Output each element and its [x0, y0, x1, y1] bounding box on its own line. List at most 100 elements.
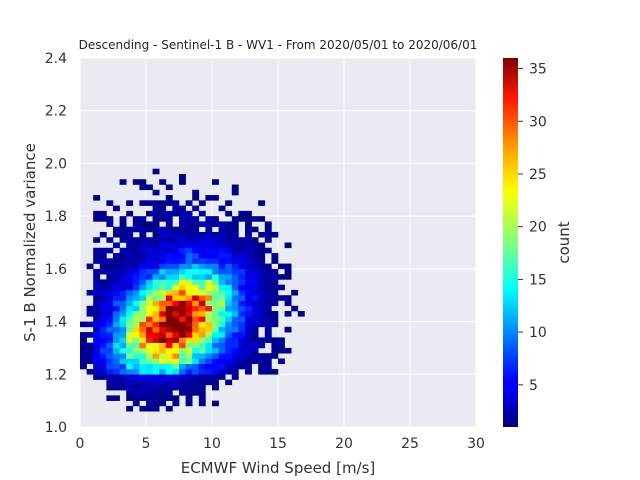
- heatmap-cell: [152, 347, 160, 354]
- heatmap-cell: [258, 247, 266, 254]
- heatmap-cell: [231, 226, 239, 233]
- heatmap-cell: [139, 358, 147, 365]
- heatmap-cell: [152, 242, 160, 249]
- heatmap-cell: [132, 400, 140, 407]
- heatmap-cell: [93, 363, 101, 370]
- heatmap-cell: [185, 321, 193, 328]
- heatmap-cell: [172, 274, 180, 280]
- heatmap-cell: [146, 321, 153, 328]
- heatmap-cell: [205, 221, 213, 227]
- heatmap-cell: [264, 231, 272, 238]
- heatmap-cell: [165, 247, 173, 254]
- heatmap-cell: [231, 221, 239, 227]
- heatmap-cell: [113, 305, 120, 312]
- heatmap-cell: [245, 221, 252, 227]
- heatmap-cell: [231, 295, 239, 301]
- heatmap-cell: [251, 289, 259, 296]
- heatmap-cell: [132, 384, 140, 391]
- heatmap-cell: [93, 284, 101, 291]
- heatmap-cell: [172, 363, 180, 370]
- heatmap-cell: [152, 321, 160, 328]
- heatmap-cell: [172, 295, 180, 301]
- heatmap-cell: [258, 305, 266, 312]
- x-tick-label: 30: [467, 436, 485, 452]
- heatmap-cell: [284, 268, 292, 275]
- heatmap-cell: [238, 347, 246, 354]
- heatmap-cell: [146, 311, 153, 317]
- heatmap-cell: [179, 231, 186, 238]
- heatmap-cell: [132, 332, 140, 338]
- heatmap-cell: [278, 263, 285, 270]
- heatmap-cell: [212, 342, 219, 349]
- heatmap-cell: [165, 337, 173, 343]
- heatmap-cell: [172, 347, 180, 354]
- heatmap-cell: [192, 337, 200, 343]
- heatmap-cell: [126, 237, 134, 243]
- heatmap-cell: [264, 363, 272, 370]
- heatmap-cell: [198, 258, 206, 264]
- heatmap-cell: [106, 300, 114, 307]
- heatmap-cell: [172, 379, 180, 386]
- heatmap-cell: [126, 342, 134, 349]
- heatmap-cell: [146, 316, 153, 322]
- heatmap-cell: [245, 226, 252, 233]
- heatmap-cell: [238, 258, 246, 264]
- heatmap-cell: [139, 374, 147, 380]
- heatmap-cell: [212, 326, 219, 333]
- heatmap-cell: [231, 358, 239, 365]
- heatmap-cell: [218, 295, 226, 301]
- heatmap-cell: [231, 369, 239, 375]
- heatmap-cell: [113, 258, 120, 264]
- heatmap-cell: [192, 189, 200, 196]
- heatmap-cell: [139, 179, 147, 185]
- heatmap-cell: [172, 311, 180, 317]
- heatmap-cell: [132, 258, 140, 264]
- heatmap-cell: [132, 300, 140, 307]
- heatmap-cell: [159, 253, 167, 259]
- heatmap-cell: [106, 237, 114, 243]
- heatmap-cell: [264, 295, 272, 301]
- heatmap-cell: [185, 337, 193, 343]
- heatmap-cell: [198, 221, 206, 227]
- heatmap-cell: [159, 268, 167, 275]
- heatmap-cell: [185, 237, 193, 243]
- heatmap-cell: [119, 179, 127, 185]
- heatmap-cell: [152, 226, 160, 233]
- heatmap-cell: [93, 274, 101, 280]
- y-tick-label: 1.8: [45, 209, 67, 225]
- heatmap-cell: [172, 337, 180, 343]
- heatmap-cell: [80, 321, 87, 328]
- heatmap-cell: [106, 274, 114, 280]
- heatmap-cell: [198, 289, 206, 296]
- heatmap-cell: [238, 247, 246, 254]
- heatmap-cell: [251, 242, 259, 249]
- heatmap-cell: [264, 289, 272, 296]
- heatmap-cell: [159, 289, 167, 296]
- heatmap-cell: [179, 216, 186, 222]
- heatmap-cell: [159, 347, 167, 354]
- heatmap-cell: [113, 363, 120, 370]
- heatmap-cell: [139, 305, 147, 312]
- heatmap-cell: [152, 369, 160, 375]
- heatmap-cell: [205, 311, 213, 317]
- heatmap-cell: [205, 279, 213, 285]
- heatmap-cell: [113, 379, 120, 386]
- heatmap-cell: [218, 258, 226, 264]
- heatmap-cell: [231, 363, 239, 370]
- heatmap-cell: [113, 284, 120, 291]
- heatmap-cell: [119, 274, 127, 280]
- heatmap-cell: [231, 316, 239, 322]
- heatmap-cell: [99, 337, 107, 343]
- heatmap-cell: [165, 242, 173, 249]
- heatmap-cell: [231, 353, 239, 359]
- heatmap-cell: [205, 231, 213, 238]
- heatmap-cell: [198, 353, 206, 359]
- heatmap-cell: [251, 226, 259, 233]
- x-tick-label: 20: [335, 436, 353, 452]
- heatmap-cell: [172, 200, 180, 206]
- heatmap-cell: [126, 247, 134, 254]
- heatmap-cell: [258, 321, 266, 328]
- heatmap-cell: [278, 337, 285, 343]
- heatmap-cell: [132, 279, 140, 285]
